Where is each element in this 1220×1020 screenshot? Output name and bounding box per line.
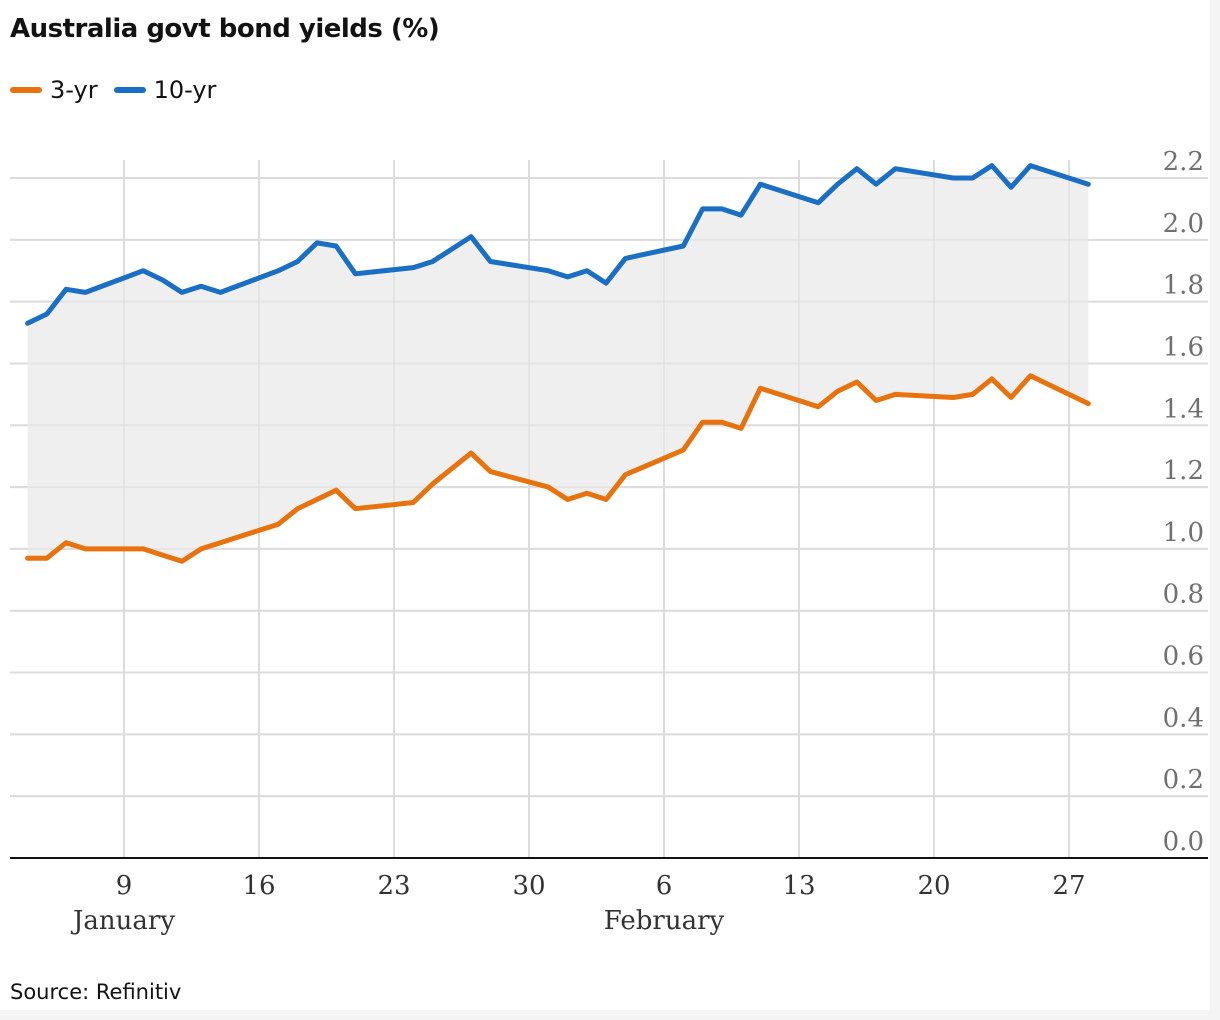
- x-tick-label: 23: [377, 871, 410, 901]
- x-tick-label: 20: [917, 871, 950, 901]
- legend-swatch-3yr: [10, 87, 42, 93]
- y-tick-label: 1.4: [1163, 394, 1204, 424]
- y-tick-label: 0.6: [1163, 642, 1204, 672]
- x-tick-label: 9: [116, 871, 133, 901]
- x-tick-label: 6: [656, 871, 673, 901]
- y-tick-label: 0.8: [1163, 580, 1204, 610]
- y-tick-label: 1.6: [1163, 332, 1204, 362]
- series-line-10yr: [25, 163, 1091, 326]
- series-line-3yr: [25, 373, 1091, 564]
- legend-item-10yr: 10-yr: [113, 76, 217, 104]
- x-tick-label: 27: [1052, 871, 1085, 901]
- legend-label-3yr: 3-yr: [50, 76, 98, 104]
- x-tick-label: 13: [782, 871, 815, 901]
- x-tick-label: 30: [512, 871, 545, 901]
- x-tick-label: 16: [242, 871, 275, 901]
- y-tick-label: 1.2: [1163, 456, 1204, 486]
- chart-title: Australia govt bond yields (%): [10, 14, 440, 44]
- y-tick-label: 0.2: [1163, 765, 1204, 795]
- y-tick-label: 1.0: [1163, 518, 1204, 548]
- y-tick-label: 2.2: [1163, 147, 1204, 177]
- x-month-label: January: [70, 906, 175, 936]
- legend-item-3yr: 3-yr: [10, 76, 98, 104]
- legend-label-10yr: 10-yr: [153, 76, 217, 104]
- y-tick-label: 1.8: [1163, 271, 1204, 301]
- source-note: Source: Refinitiv: [10, 980, 182, 1004]
- x-month-label: February: [604, 906, 725, 936]
- legend-swatch-10yr: [113, 87, 146, 93]
- y-tick-label: 0.0: [1163, 827, 1204, 857]
- legend: 3-yr 10-yr: [10, 76, 232, 104]
- y-tick-label: 0.4: [1163, 703, 1204, 733]
- y-tick-label: 2.0: [1163, 209, 1204, 239]
